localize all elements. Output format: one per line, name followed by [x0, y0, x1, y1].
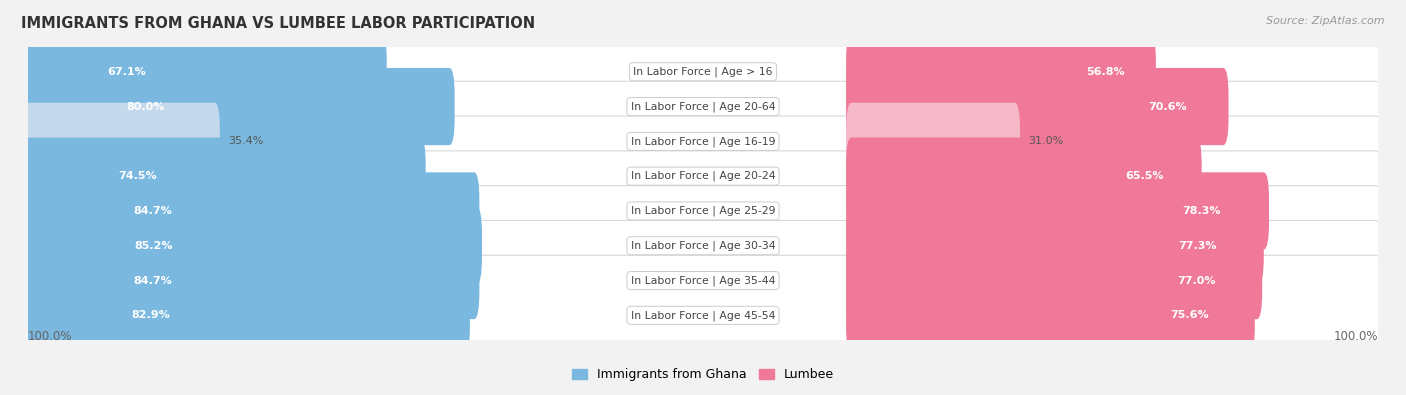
Text: In Labor Force | Age 20-24: In Labor Force | Age 20-24	[631, 171, 775, 181]
FancyBboxPatch shape	[22, 68, 454, 145]
FancyBboxPatch shape	[846, 103, 1021, 180]
Text: 75.6%: 75.6%	[1170, 310, 1209, 320]
Text: 85.2%: 85.2%	[135, 241, 173, 251]
FancyBboxPatch shape	[846, 207, 1264, 284]
FancyBboxPatch shape	[22, 172, 479, 250]
FancyBboxPatch shape	[22, 151, 1384, 271]
FancyBboxPatch shape	[846, 68, 1229, 145]
Text: In Labor Force | Age 20-64: In Labor Force | Age 20-64	[631, 101, 775, 112]
FancyBboxPatch shape	[846, 277, 1254, 354]
FancyBboxPatch shape	[22, 116, 1384, 236]
Legend: Immigrants from Ghana, Lumbee: Immigrants from Ghana, Lumbee	[567, 363, 839, 386]
Text: 31.0%: 31.0%	[1028, 136, 1063, 147]
Text: 80.0%: 80.0%	[127, 102, 166, 111]
Text: 78.3%: 78.3%	[1182, 206, 1220, 216]
Text: In Labor Force | Age > 16: In Labor Force | Age > 16	[633, 66, 773, 77]
FancyBboxPatch shape	[22, 103, 219, 180]
FancyBboxPatch shape	[22, 12, 1384, 132]
Text: In Labor Force | Age 16-19: In Labor Force | Age 16-19	[631, 136, 775, 147]
Text: 35.4%: 35.4%	[228, 136, 263, 147]
FancyBboxPatch shape	[846, 33, 1156, 110]
Text: 84.7%: 84.7%	[134, 276, 173, 286]
FancyBboxPatch shape	[846, 137, 1202, 215]
FancyBboxPatch shape	[846, 172, 1270, 250]
FancyBboxPatch shape	[22, 47, 1384, 167]
Text: 56.8%: 56.8%	[1087, 67, 1125, 77]
FancyBboxPatch shape	[22, 255, 1384, 375]
Text: In Labor Force | Age 45-54: In Labor Force | Age 45-54	[631, 310, 775, 321]
Text: 65.5%: 65.5%	[1125, 171, 1164, 181]
FancyBboxPatch shape	[22, 81, 1384, 201]
FancyBboxPatch shape	[22, 277, 470, 354]
Text: In Labor Force | Age 35-44: In Labor Force | Age 35-44	[631, 275, 775, 286]
FancyBboxPatch shape	[22, 137, 426, 215]
Text: 100.0%: 100.0%	[28, 330, 73, 343]
Text: 77.0%: 77.0%	[1177, 276, 1215, 286]
FancyBboxPatch shape	[846, 242, 1263, 319]
Text: Source: ZipAtlas.com: Source: ZipAtlas.com	[1267, 16, 1385, 26]
FancyBboxPatch shape	[22, 33, 387, 110]
FancyBboxPatch shape	[22, 186, 1384, 306]
Text: In Labor Force | Age 25-29: In Labor Force | Age 25-29	[631, 206, 775, 216]
FancyBboxPatch shape	[22, 220, 1384, 340]
Text: 67.1%: 67.1%	[108, 67, 146, 77]
FancyBboxPatch shape	[22, 207, 482, 284]
FancyBboxPatch shape	[22, 242, 479, 319]
Text: In Labor Force | Age 30-34: In Labor Force | Age 30-34	[631, 241, 775, 251]
Text: 82.9%: 82.9%	[131, 310, 170, 320]
Text: IMMIGRANTS FROM GHANA VS LUMBEE LABOR PARTICIPATION: IMMIGRANTS FROM GHANA VS LUMBEE LABOR PA…	[21, 16, 536, 31]
Text: 100.0%: 100.0%	[1333, 330, 1378, 343]
Text: 84.7%: 84.7%	[134, 206, 173, 216]
Text: 70.6%: 70.6%	[1149, 102, 1187, 111]
Text: 77.3%: 77.3%	[1178, 241, 1216, 251]
Text: 74.5%: 74.5%	[118, 171, 157, 181]
